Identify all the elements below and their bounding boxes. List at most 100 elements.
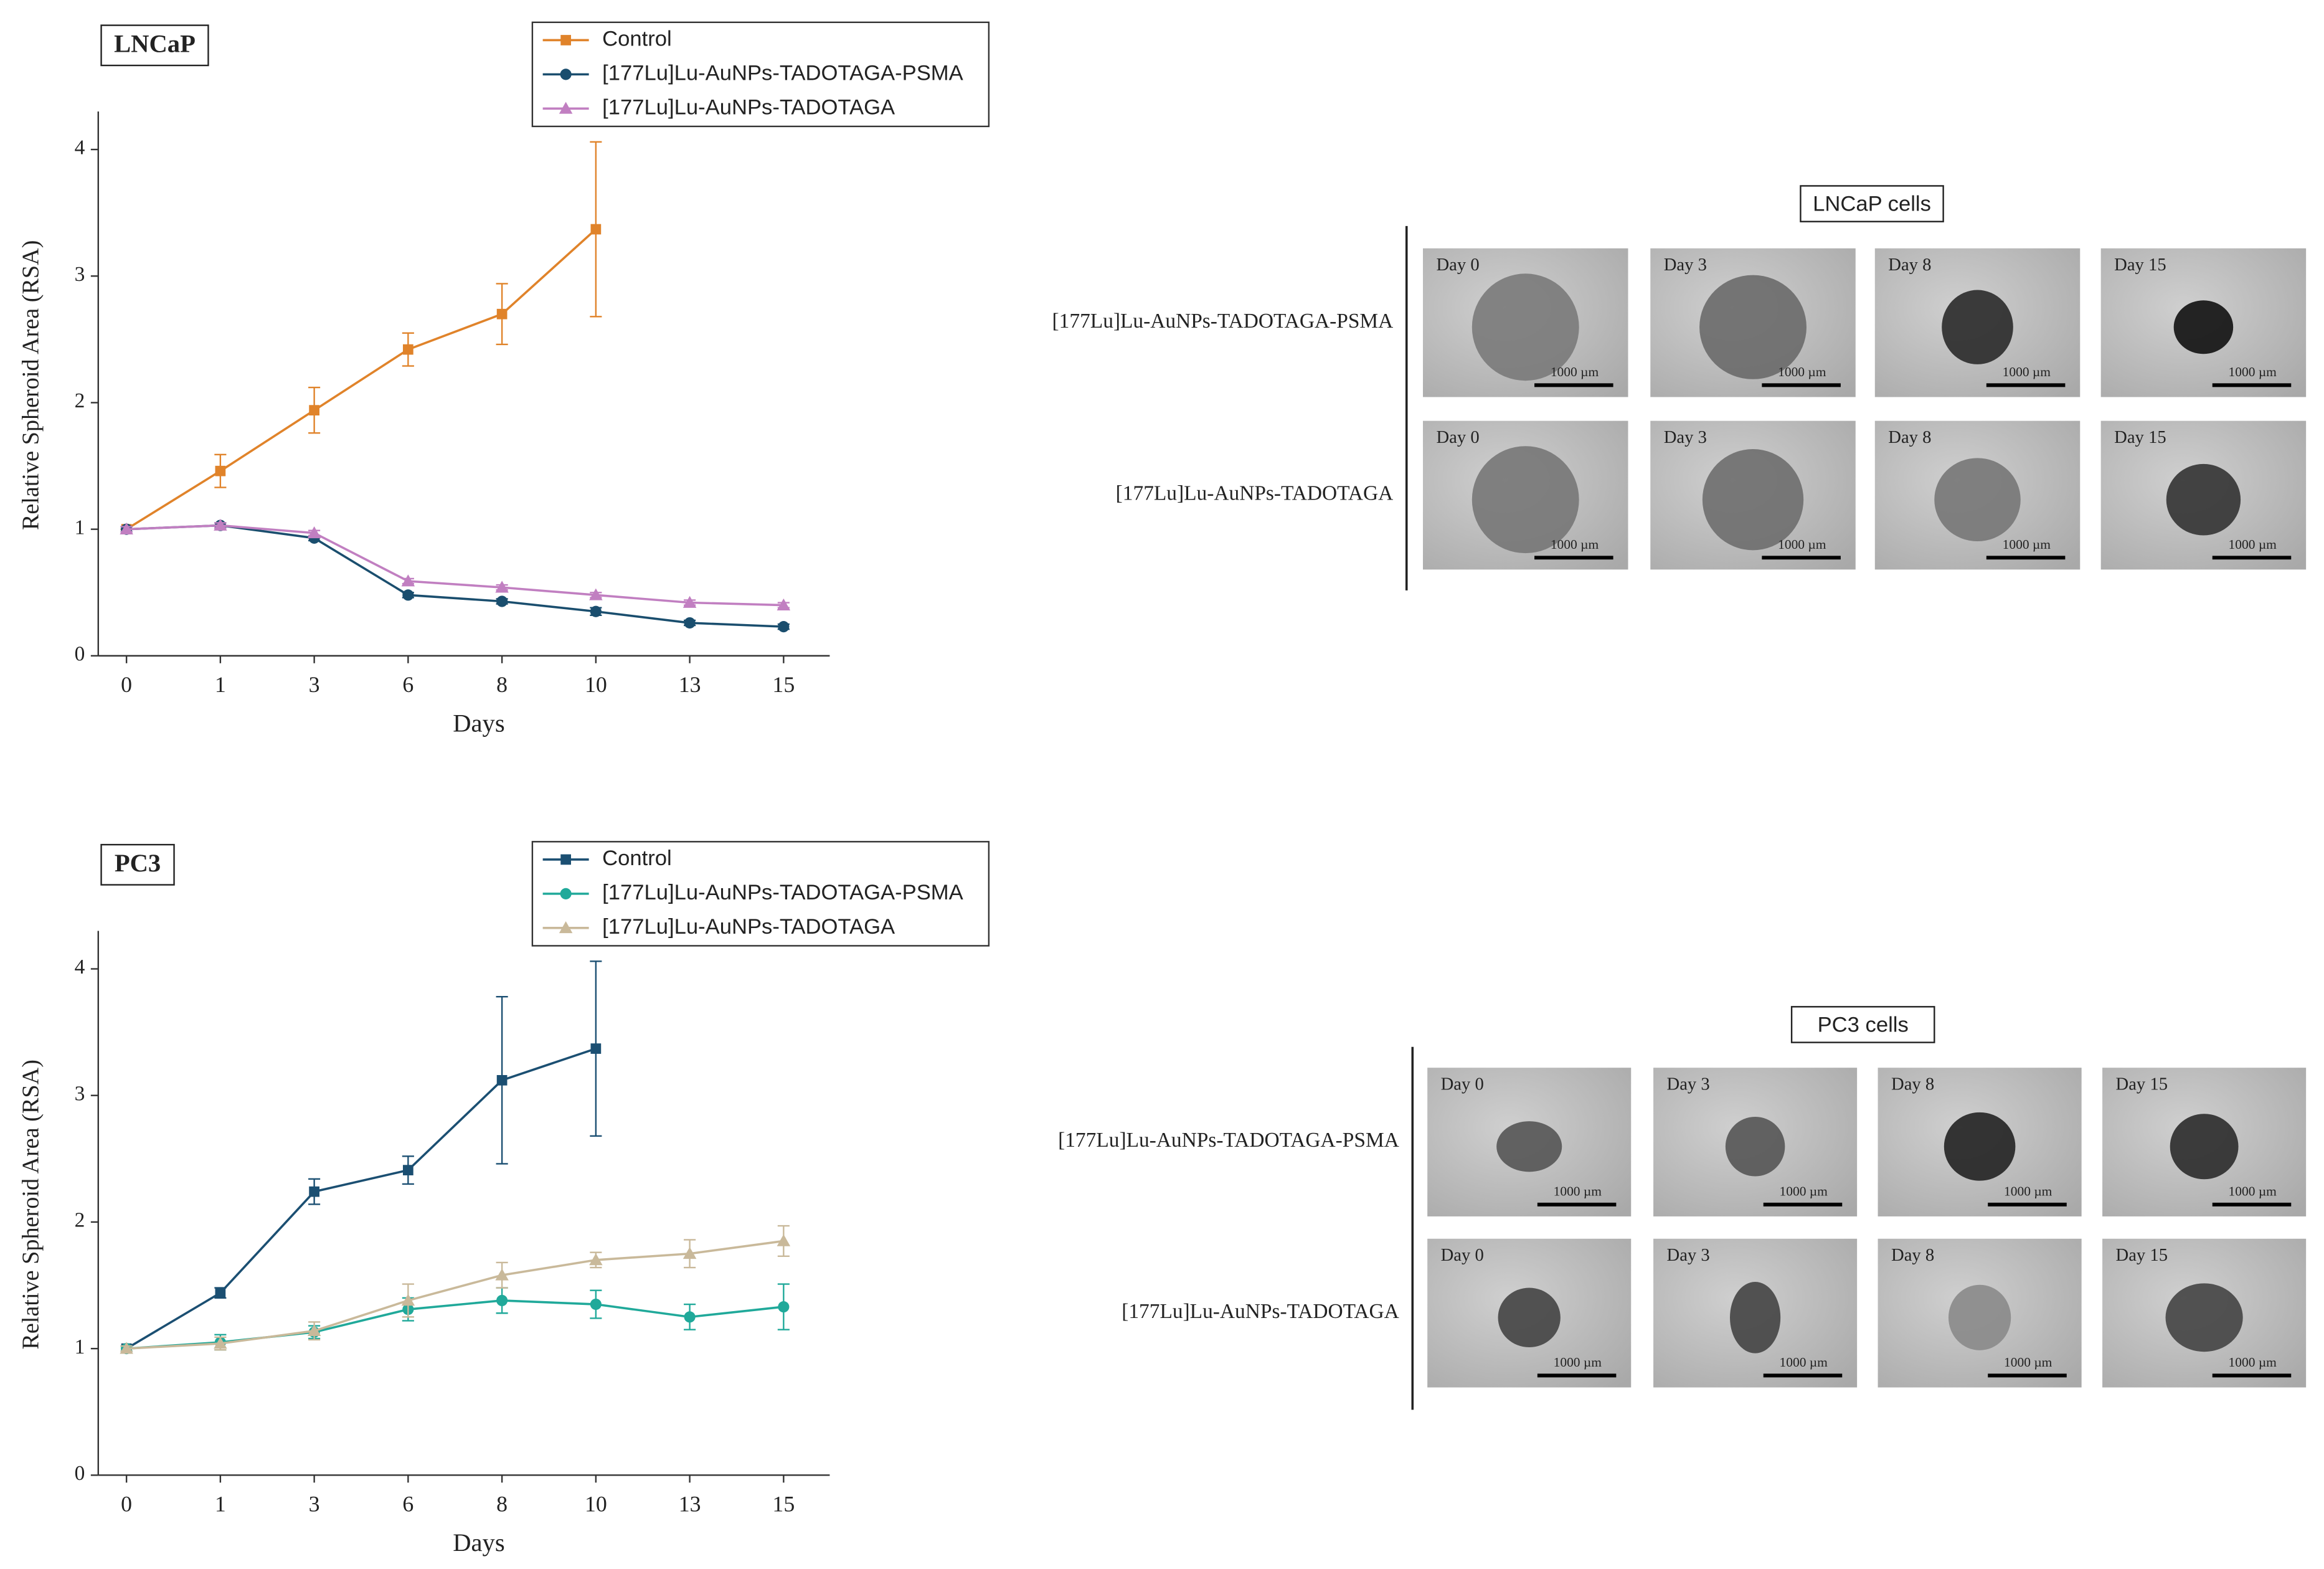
legend-marker <box>560 854 571 865</box>
data-point <box>120 1342 133 1354</box>
scale-label: 1000 µm <box>1780 1355 1828 1370</box>
scale-label: 1000 µm <box>1551 364 1599 379</box>
y-tick-label: 2 <box>75 1209 85 1232</box>
day-label: Day 15 <box>2114 255 2166 275</box>
data-point <box>309 1186 319 1197</box>
data-point <box>496 1074 508 1086</box>
day-label: Day 0 <box>1441 1245 1484 1265</box>
y-tick-label: 1 <box>75 516 85 539</box>
day-label: Day 0 <box>1436 427 1479 447</box>
y-tick-label: 4 <box>75 955 85 979</box>
scale-label: 1000 µm <box>2229 1355 2277 1370</box>
spheroid <box>1498 1287 1561 1348</box>
x-tick-label: 6 <box>402 672 413 697</box>
scale-label: 1000 µm <box>2229 1184 2277 1199</box>
x-tick-label: 15 <box>772 1492 795 1517</box>
scale-label: 1000 µm <box>2003 537 2051 552</box>
data-point <box>590 1298 602 1311</box>
spheroid <box>2170 1114 2239 1180</box>
legend-label: [177Lu]Lu-AuNPs-TADOTAGA <box>602 95 895 119</box>
data-point <box>307 1324 321 1337</box>
y-tick-label: 3 <box>75 1082 85 1105</box>
spheroid <box>1948 1284 2011 1350</box>
data-point <box>590 605 602 617</box>
data-point <box>120 522 133 535</box>
panel-title-box <box>1790 1006 1935 1043</box>
data-point <box>590 1043 602 1054</box>
legend-label: [177Lu]Lu-AuNPs-TADOTAGA-PSMA <box>602 62 963 85</box>
panel-title: PC3 cells <box>1818 1013 1909 1036</box>
day-label: Day 3 <box>1667 1245 1710 1265</box>
day-label: Day 8 <box>1888 427 1931 447</box>
day-label: Day 8 <box>1891 1074 1934 1094</box>
row-label: [177Lu]Lu-AuNPs-TADOTAGA <box>1116 482 1394 505</box>
legend-marker <box>559 921 573 934</box>
legend-marker <box>559 102 573 114</box>
data-point <box>495 1268 509 1281</box>
legend-marker <box>560 69 572 80</box>
data-point <box>590 224 602 235</box>
x-tick-label: 10 <box>585 1492 607 1517</box>
data-point <box>401 1294 415 1306</box>
spheroid <box>1730 1281 1781 1353</box>
scale-label: 1000 µm <box>1551 537 1599 552</box>
legend-marker <box>560 888 572 899</box>
panel-label-box <box>100 843 175 886</box>
spheroid <box>1496 1121 1562 1172</box>
y-tick-label: 0 <box>75 1462 85 1485</box>
row-label: [177Lu]Lu-AuNPs-TADOTAGA <box>1122 1300 1399 1323</box>
series-line <box>126 1240 784 1350</box>
legend-box <box>531 21 990 128</box>
scale-label: 1000 µm <box>1554 1184 1602 1199</box>
x-tick-label: 3 <box>309 1492 320 1517</box>
data-point <box>401 574 415 587</box>
row-label: [177Lu]Lu-AuNPs-TADOTAGA-PSMA <box>1052 310 1394 333</box>
row-label: [177Lu]Lu-AuNPs-TADOTAGA-PSMA <box>1058 1129 1399 1152</box>
x-axis-label: Days <box>453 709 504 737</box>
spheroid <box>1471 273 1579 381</box>
data-point <box>214 1337 227 1349</box>
spheroid <box>2166 463 2241 536</box>
data-point <box>403 1165 413 1175</box>
y-tick-label: 1 <box>75 1335 85 1358</box>
x-tick-label: 8 <box>496 1492 508 1517</box>
x-tick-label: 6 <box>402 1492 413 1517</box>
panel-label-box <box>100 24 209 67</box>
scale-label: 1000 µm <box>1778 537 1826 552</box>
panel-title-box <box>1800 185 1944 222</box>
data-point <box>684 617 696 629</box>
x-tick-label: 0 <box>121 1492 132 1517</box>
data-point <box>403 344 413 355</box>
data-point <box>309 405 319 415</box>
spheroid <box>2173 300 2234 354</box>
x-tick-label: 1 <box>215 672 226 697</box>
scale-label: 1000 µm <box>1554 1355 1602 1370</box>
scale-label: 1000 µm <box>2004 1355 2052 1370</box>
scale-label: 1000 µm <box>1778 364 1826 379</box>
legend-marker <box>560 35 571 45</box>
data-point <box>214 518 227 531</box>
day-label: Day 3 <box>1667 1074 1710 1094</box>
day-label: Day 0 <box>1441 1074 1484 1094</box>
data-point <box>589 588 603 600</box>
data-point <box>777 598 791 610</box>
legend-label: Control <box>602 27 672 51</box>
data-point <box>778 621 790 633</box>
data-point <box>683 595 697 608</box>
data-point <box>215 465 226 476</box>
panel-label: PC3 <box>115 849 161 877</box>
series-line <box>126 524 784 607</box>
spheroid <box>1725 1116 1785 1177</box>
panel-label: LNCaP <box>114 29 196 57</box>
day-label: Day 8 <box>1891 1245 1934 1265</box>
y-axis-label: Relative Spheroid Area (RSA) <box>17 240 44 531</box>
day-label: Day 8 <box>1888 255 1931 275</box>
data-point <box>777 1234 791 1246</box>
data-point <box>683 1246 697 1259</box>
x-tick-label: 13 <box>679 672 701 697</box>
x-tick-label: 13 <box>679 1492 701 1517</box>
y-tick-label: 3 <box>75 263 85 286</box>
spheroid <box>1942 290 2013 364</box>
y-tick-label: 4 <box>75 136 85 159</box>
